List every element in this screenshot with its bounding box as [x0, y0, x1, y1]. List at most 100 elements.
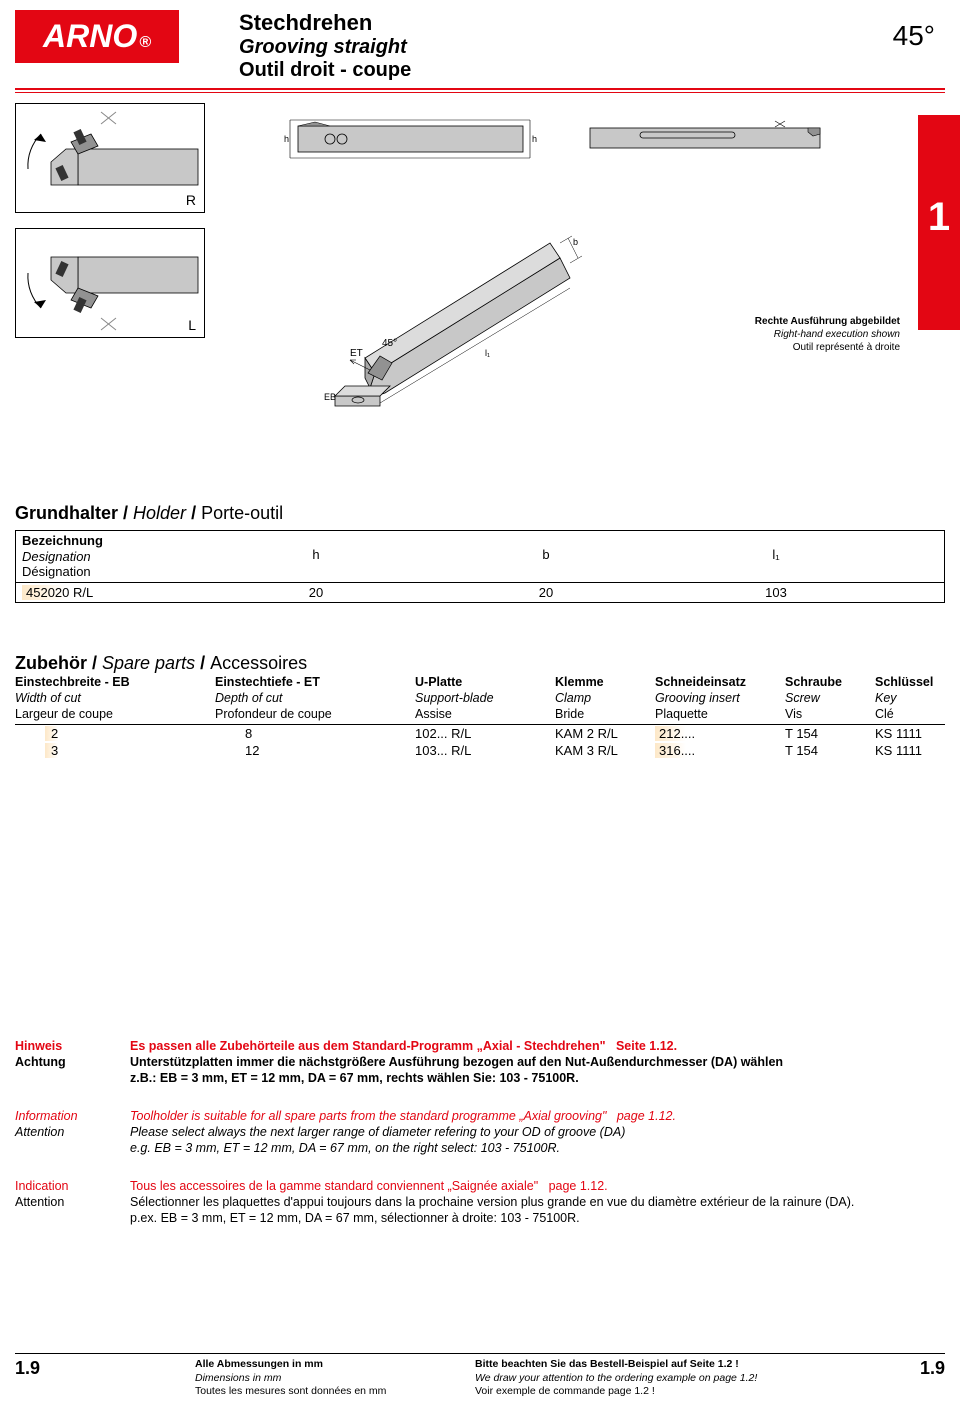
diagram-l-box: L [15, 228, 205, 338]
note-de-3: z.B.: EB = 3 mm, ET = 12 mm, DA = 67 mm,… [15, 1071, 945, 1085]
sp-r2-et: 12 [215, 743, 415, 758]
footer-row: 1.9 Alle Abmessungen in mm Dimensions in… [15, 1358, 945, 1398]
spare-parts-header-row: Einstechbreite - EBWidth of cutLargeur d… [15, 674, 945, 725]
footer-order-block: Bitte beachten Sie das Bestell-Beispiel … [475, 1358, 885, 1398]
note-fr-3: p.ex. EB = 3 mm, ET = 12 mm, DA = 67 mm,… [15, 1211, 945, 1225]
note-de-label-achtung: Achtung [15, 1055, 130, 1069]
sp-r1-clamp: KAM 2 R/L [555, 726, 655, 741]
note-en-label-attention: Attention [15, 1125, 130, 1139]
diagram-r-box: R [15, 103, 205, 213]
note-fr-1: Indication Tous les accessoires de la ga… [15, 1179, 945, 1193]
footer-page-right: 1.9 [885, 1358, 945, 1398]
iso-angle-label: 45° [382, 338, 397, 349]
diagram-r-svg [16, 104, 204, 212]
holder-table-header: Bezeichnung Designation Désignation h b … [16, 531, 944, 583]
sp-title-en: Spare parts [102, 653, 195, 673]
note-en-2: Attention Please select always the next … [15, 1125, 945, 1139]
note-fr-2: Attention Sélectionner les plaquettes d'… [15, 1195, 945, 1209]
holder-title-de: Grundhalter [15, 503, 118, 523]
holder-title-fr: Porte-outil [201, 503, 283, 523]
notes-block: Hinweis Es passen alle Zubehörteile aus … [15, 1039, 945, 1225]
sp-r2-insert: 316.... [655, 743, 785, 758]
sp-th-uplatte: U-PlatteSupport-bladeAssise [415, 674, 555, 722]
sp-th-insert: SchneideinsatzGrooving insertPlaquette [655, 674, 785, 722]
iso-b-label: b [573, 237, 578, 247]
sp-th-et: Einstechtiefe - ETDepth of cutProfondeur… [215, 674, 415, 722]
side-view-svg [580, 118, 830, 158]
note-de-body-2: Unterstützplatten immer die nächstgrößer… [130, 1055, 945, 1069]
title-de: Stechdrehen [239, 10, 893, 36]
note-de-2: Achtung Unterstützplatten immer die näch… [15, 1055, 945, 1069]
angle-label: 45° [893, 10, 945, 52]
iso-l1-label: l₁ [485, 348, 490, 358]
sp-r1-eb: 2 [15, 726, 215, 741]
sp-title-de: Zubehör [15, 653, 87, 673]
note-en-3: e.g. EB = 3 mm, ET = 12 mm, DA = 67 mm, … [15, 1141, 945, 1155]
footer-dim-block: Alle Abmessungen in mm Dimensions in mm … [195, 1358, 475, 1398]
note-en-1: Information Toolholder is suitable for a… [15, 1109, 945, 1123]
sp-r2-screw: T 154 [785, 743, 875, 758]
note-fr-label-indication: Indication [15, 1179, 130, 1193]
header-rule-2 [15, 92, 945, 93]
diagram-l-svg [16, 229, 204, 337]
iso-et-label: ET [350, 348, 363, 359]
holder-section-title: Grundhalter / Holder / Porte-outil [15, 503, 945, 524]
holder-table: Bezeichnung Designation Désignation h b … [15, 530, 945, 603]
sp-th-eb: Einstechbreite - EBWidth of cutLargeur d… [15, 674, 215, 722]
sp-r1-uplatte: 102... R/L [415, 726, 555, 741]
sp-title-fr: Accessoires [210, 653, 307, 673]
spare-parts-title: Zubehör / Spare parts / Accessoires [15, 653, 945, 674]
note-de-body-1: Es passen alle Zubehörteile aus dem Stan… [130, 1039, 945, 1053]
note-en-body-1: Toolholder is suitable for all spare par… [130, 1109, 945, 1123]
brand-name: ARNO [43, 18, 137, 55]
note-en-body-3: e.g. EB = 3 mm, ET = 12 mm, DA = 67 mm, … [130, 1141, 945, 1155]
iso-eb-label: EB [324, 392, 336, 402]
note-en-body-2: Please select always the next larger ran… [130, 1125, 945, 1139]
brand-reg: ® [139, 34, 151, 52]
top-view-svg: h h [280, 108, 540, 168]
rh-note-de: Rechte Ausführung abgebildet [755, 315, 900, 328]
spare-parts-section: Zubehör / Spare parts / Accessoires Eins… [15, 653, 945, 759]
note-fr-body-3: p.ex. EB = 3 mm, ET = 12 mm, DA = 67 mm,… [130, 1211, 945, 1225]
holder-b-cell: 20 [416, 583, 676, 602]
holder-th-designation: Bezeichnung Designation Désignation [16, 531, 216, 582]
rh-note-fr: Outil représenté à droite [755, 341, 900, 354]
diagram-area: R L h h [15, 103, 945, 413]
topview-h-label-2: h [532, 134, 537, 144]
header-rule-1 [15, 88, 945, 90]
page-header: ARNO® Stechdrehen Grooving straight Outi… [0, 0, 960, 82]
topview-h-label: h [284, 134, 289, 144]
holder-l1-cell: 103 [676, 583, 876, 602]
diagram-r-label: R [186, 192, 196, 208]
sp-th-screw: SchraubeScrewVis [785, 674, 875, 722]
title-en: Grooving straight [239, 36, 893, 59]
right-hand-note: Rechte Ausführung abgebildet Right-hand … [755, 315, 900, 354]
sp-r1-insert: 212.... [655, 726, 785, 741]
footer-page-left: 1.9 [15, 1358, 195, 1398]
page-footer: 1.9 Alle Abmessungen in mm Dimensions in… [15, 1353, 945, 1398]
sp-r2-key: KS 1111 [875, 743, 955, 758]
sp-r1-screw: T 154 [785, 726, 875, 741]
sp-th-clamp: KlemmeClampBride [555, 674, 655, 722]
brand-logo: ARNO® [15, 10, 179, 63]
sp-th-key: SchlüsselKeyClé [875, 674, 955, 722]
note-en-label-info: Information [15, 1109, 130, 1123]
sp-r1-key: KS 1111 [875, 726, 955, 741]
holder-th-l1: l₁ [676, 531, 876, 582]
holder-th-b: b [416, 531, 676, 582]
holder-table-row: 452020 R/L 20 20 103 [16, 583, 944, 602]
holder-th-h: h [216, 531, 416, 582]
rh-note-en: Right-hand execution shown [755, 328, 900, 341]
footer-rule [15, 1353, 945, 1354]
note-fr-body-2: Sélectionner les plaquettes d'appui touj… [130, 1195, 945, 1209]
holder-designation-cell: 452020 R/L [16, 583, 216, 602]
note-de-label-hinweis: Hinweis [15, 1039, 130, 1053]
spare-parts-row-1: 2 8 102... R/L KAM 2 R/L 212.... T 154 K… [15, 725, 945, 742]
note-de-body-3: z.B.: EB = 3 mm, ET = 12 mm, DA = 67 mm,… [130, 1071, 945, 1085]
sp-r2-clamp: KAM 3 R/L [555, 743, 655, 758]
holder-section: Grundhalter / Holder / Porte-outil Bezei… [15, 503, 945, 603]
holder-title-en: Holder [133, 503, 186, 523]
note-de-1: Hinweis Es passen alle Zubehörteile aus … [15, 1039, 945, 1053]
spare-parts-row-2: 3 12 103... R/L KAM 3 R/L 316.... T 154 … [15, 742, 945, 759]
note-fr-label-attention: Attention [15, 1195, 130, 1209]
